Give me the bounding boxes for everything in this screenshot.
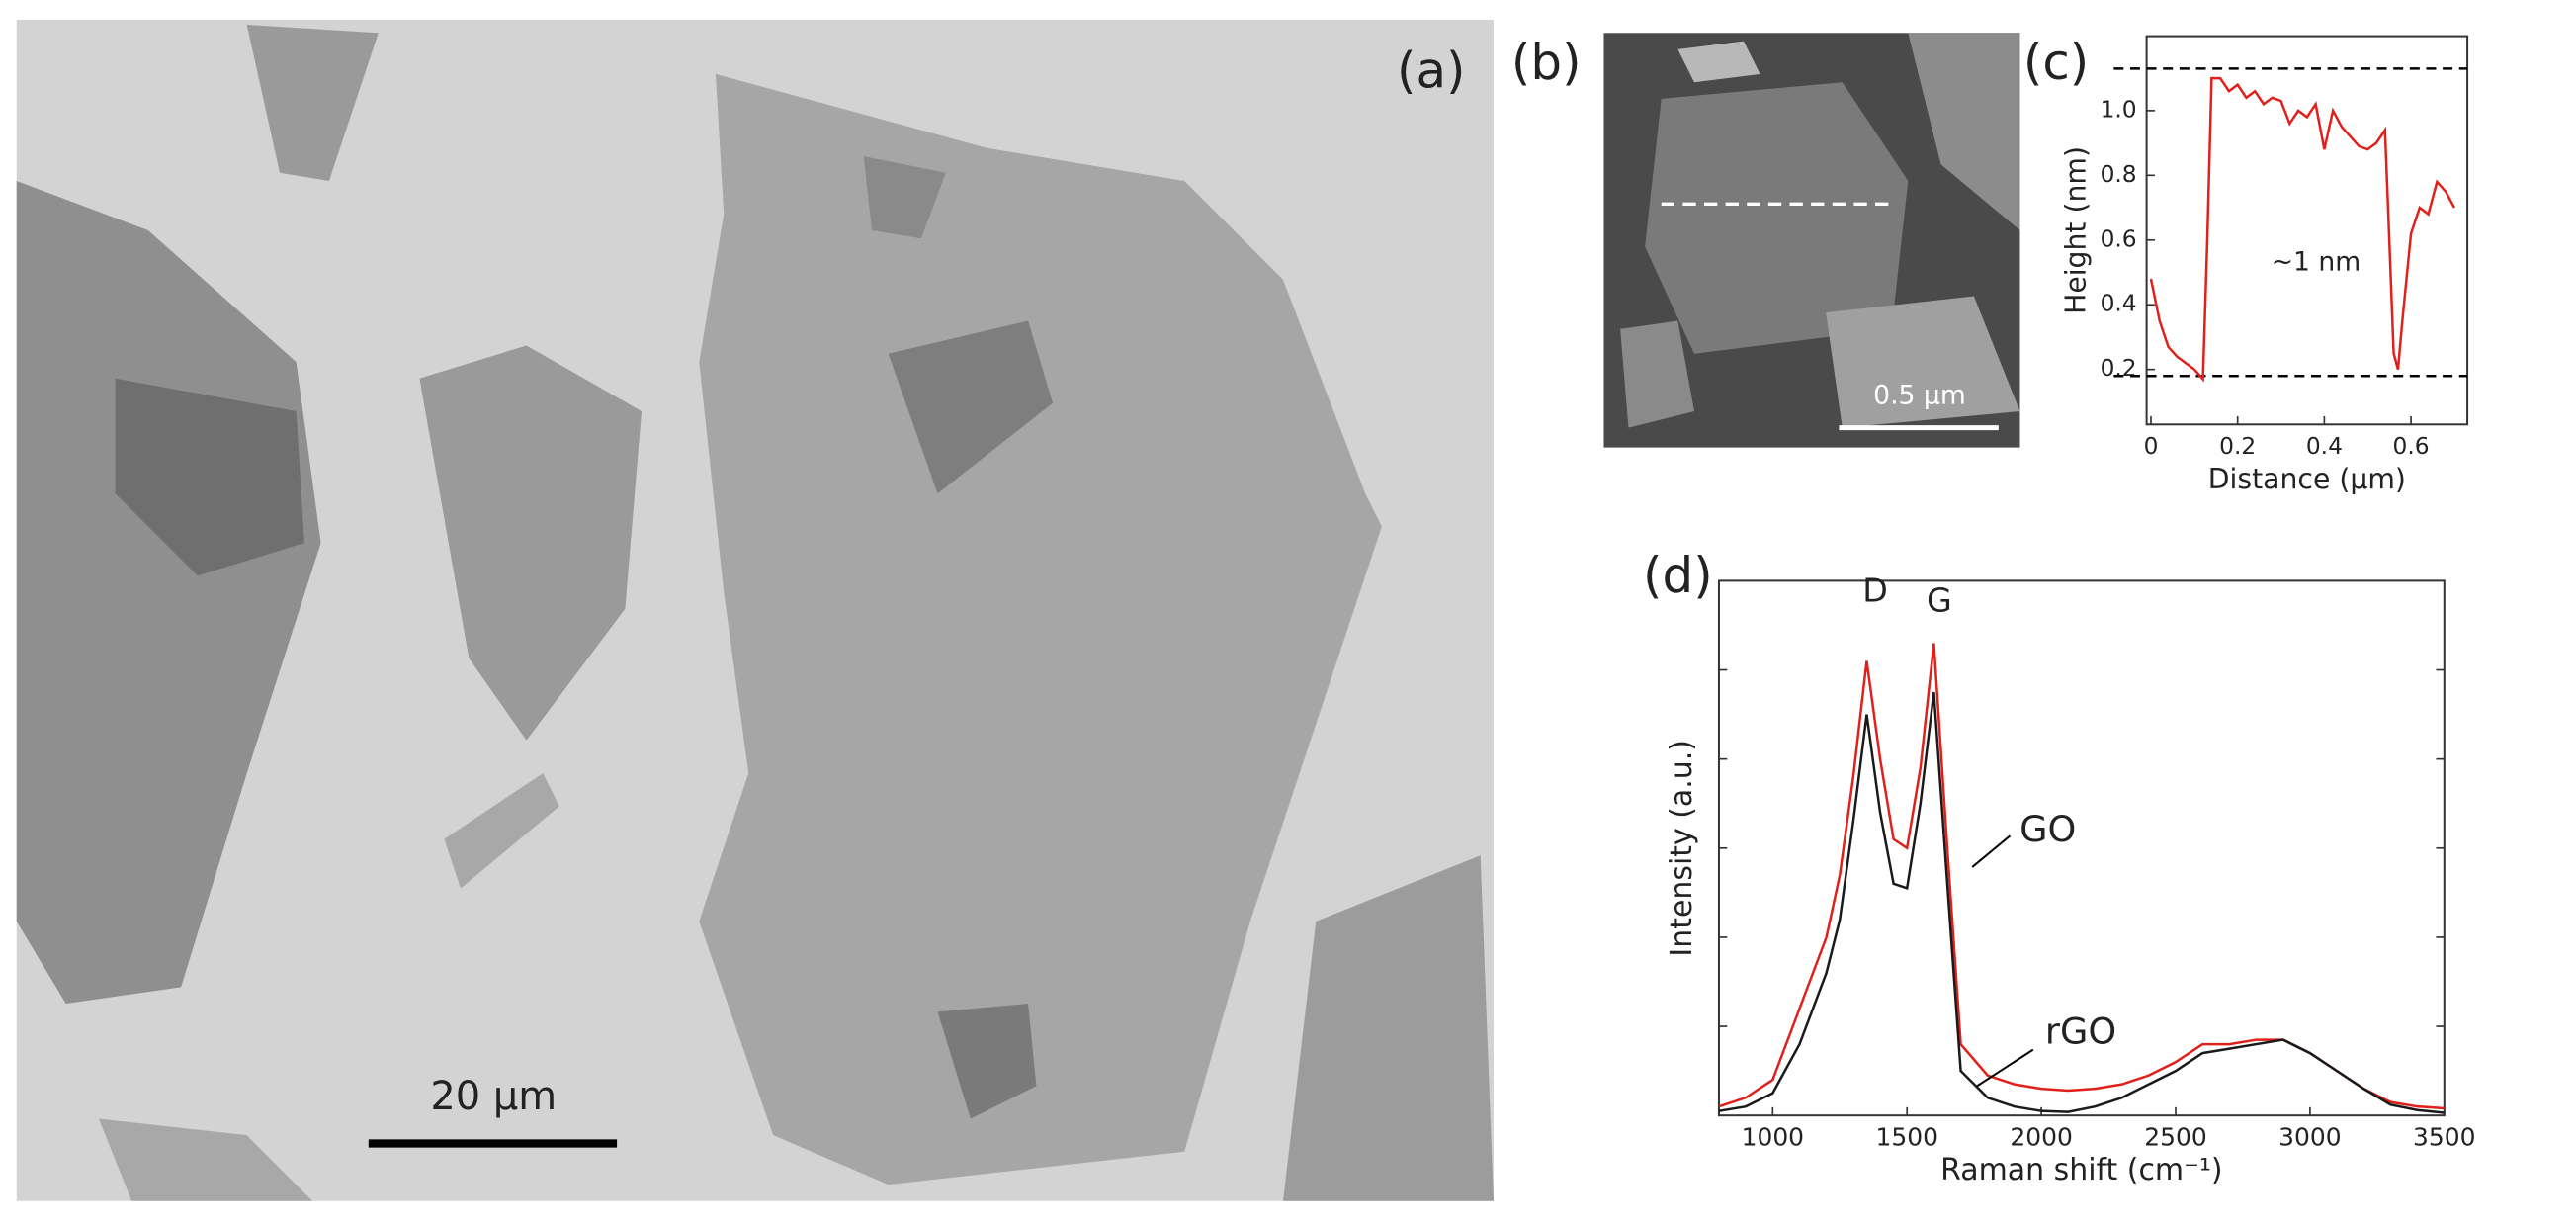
x-tick-label: 1000	[1742, 1122, 1804, 1151]
x-tick-label: 0	[2144, 433, 2159, 460]
x-axis-label: Distance (µm)	[2208, 463, 2406, 495]
x-tick-label: 2500	[2144, 1122, 2206, 1151]
data-line	[1718, 691, 2445, 1114]
legend-label: rGO	[2045, 1010, 2116, 1052]
afm-image: 0.5 µm (b)	[1511, 33, 2020, 448]
legend-label: GO	[2019, 808, 2076, 850]
plot-frame	[2145, 35, 2469, 426]
y-axis-label: Intensity (a.u.)	[1665, 740, 1699, 957]
y-axis-label: Height (nm)	[2060, 146, 2093, 314]
scale-bar-label: 0.5 µm	[1873, 381, 1966, 411]
y-tick-label: 0.4	[2101, 291, 2137, 317]
y-tick-label: 0.2	[2101, 355, 2137, 382]
legend-arrow	[1976, 1048, 2034, 1088]
peak-label: D	[1862, 571, 1888, 610]
x-tick-label: 3000	[2278, 1122, 2341, 1151]
legend-arrow	[1971, 834, 2012, 868]
scale-bar-label: 20 µm	[430, 1074, 557, 1119]
panel-label: (b)	[1511, 34, 1582, 91]
y-tick-label: 0.6	[2101, 225, 2137, 252]
peak-label: G	[1927, 581, 1952, 620]
x-tick-label: 2000	[2010, 1122, 2072, 1151]
x-tick-label: 0.4	[2306, 433, 2343, 460]
x-tick-label: 1500	[1875, 1122, 1937, 1151]
panel-label: (a)	[1397, 42, 1466, 99]
data-line	[2149, 76, 2456, 383]
panel-label: (d)	[1643, 547, 1713, 604]
x-tick-label: 3500	[2413, 1122, 2475, 1151]
y-tick-label: 0.8	[2101, 161, 2137, 188]
panel-label: (c)	[2023, 34, 2089, 91]
sem-image: 20 µm (a)	[16, 19, 1494, 1201]
annotation: ~1 nm	[2272, 247, 2361, 278]
x-tick-label: 0.6	[2393, 433, 2430, 460]
y-tick-label: 1.0	[2101, 96, 2137, 123]
x-tick-label: 0.2	[2219, 433, 2256, 460]
x-axis-label: Raman shift (cm⁻¹)	[1940, 1153, 2222, 1187]
